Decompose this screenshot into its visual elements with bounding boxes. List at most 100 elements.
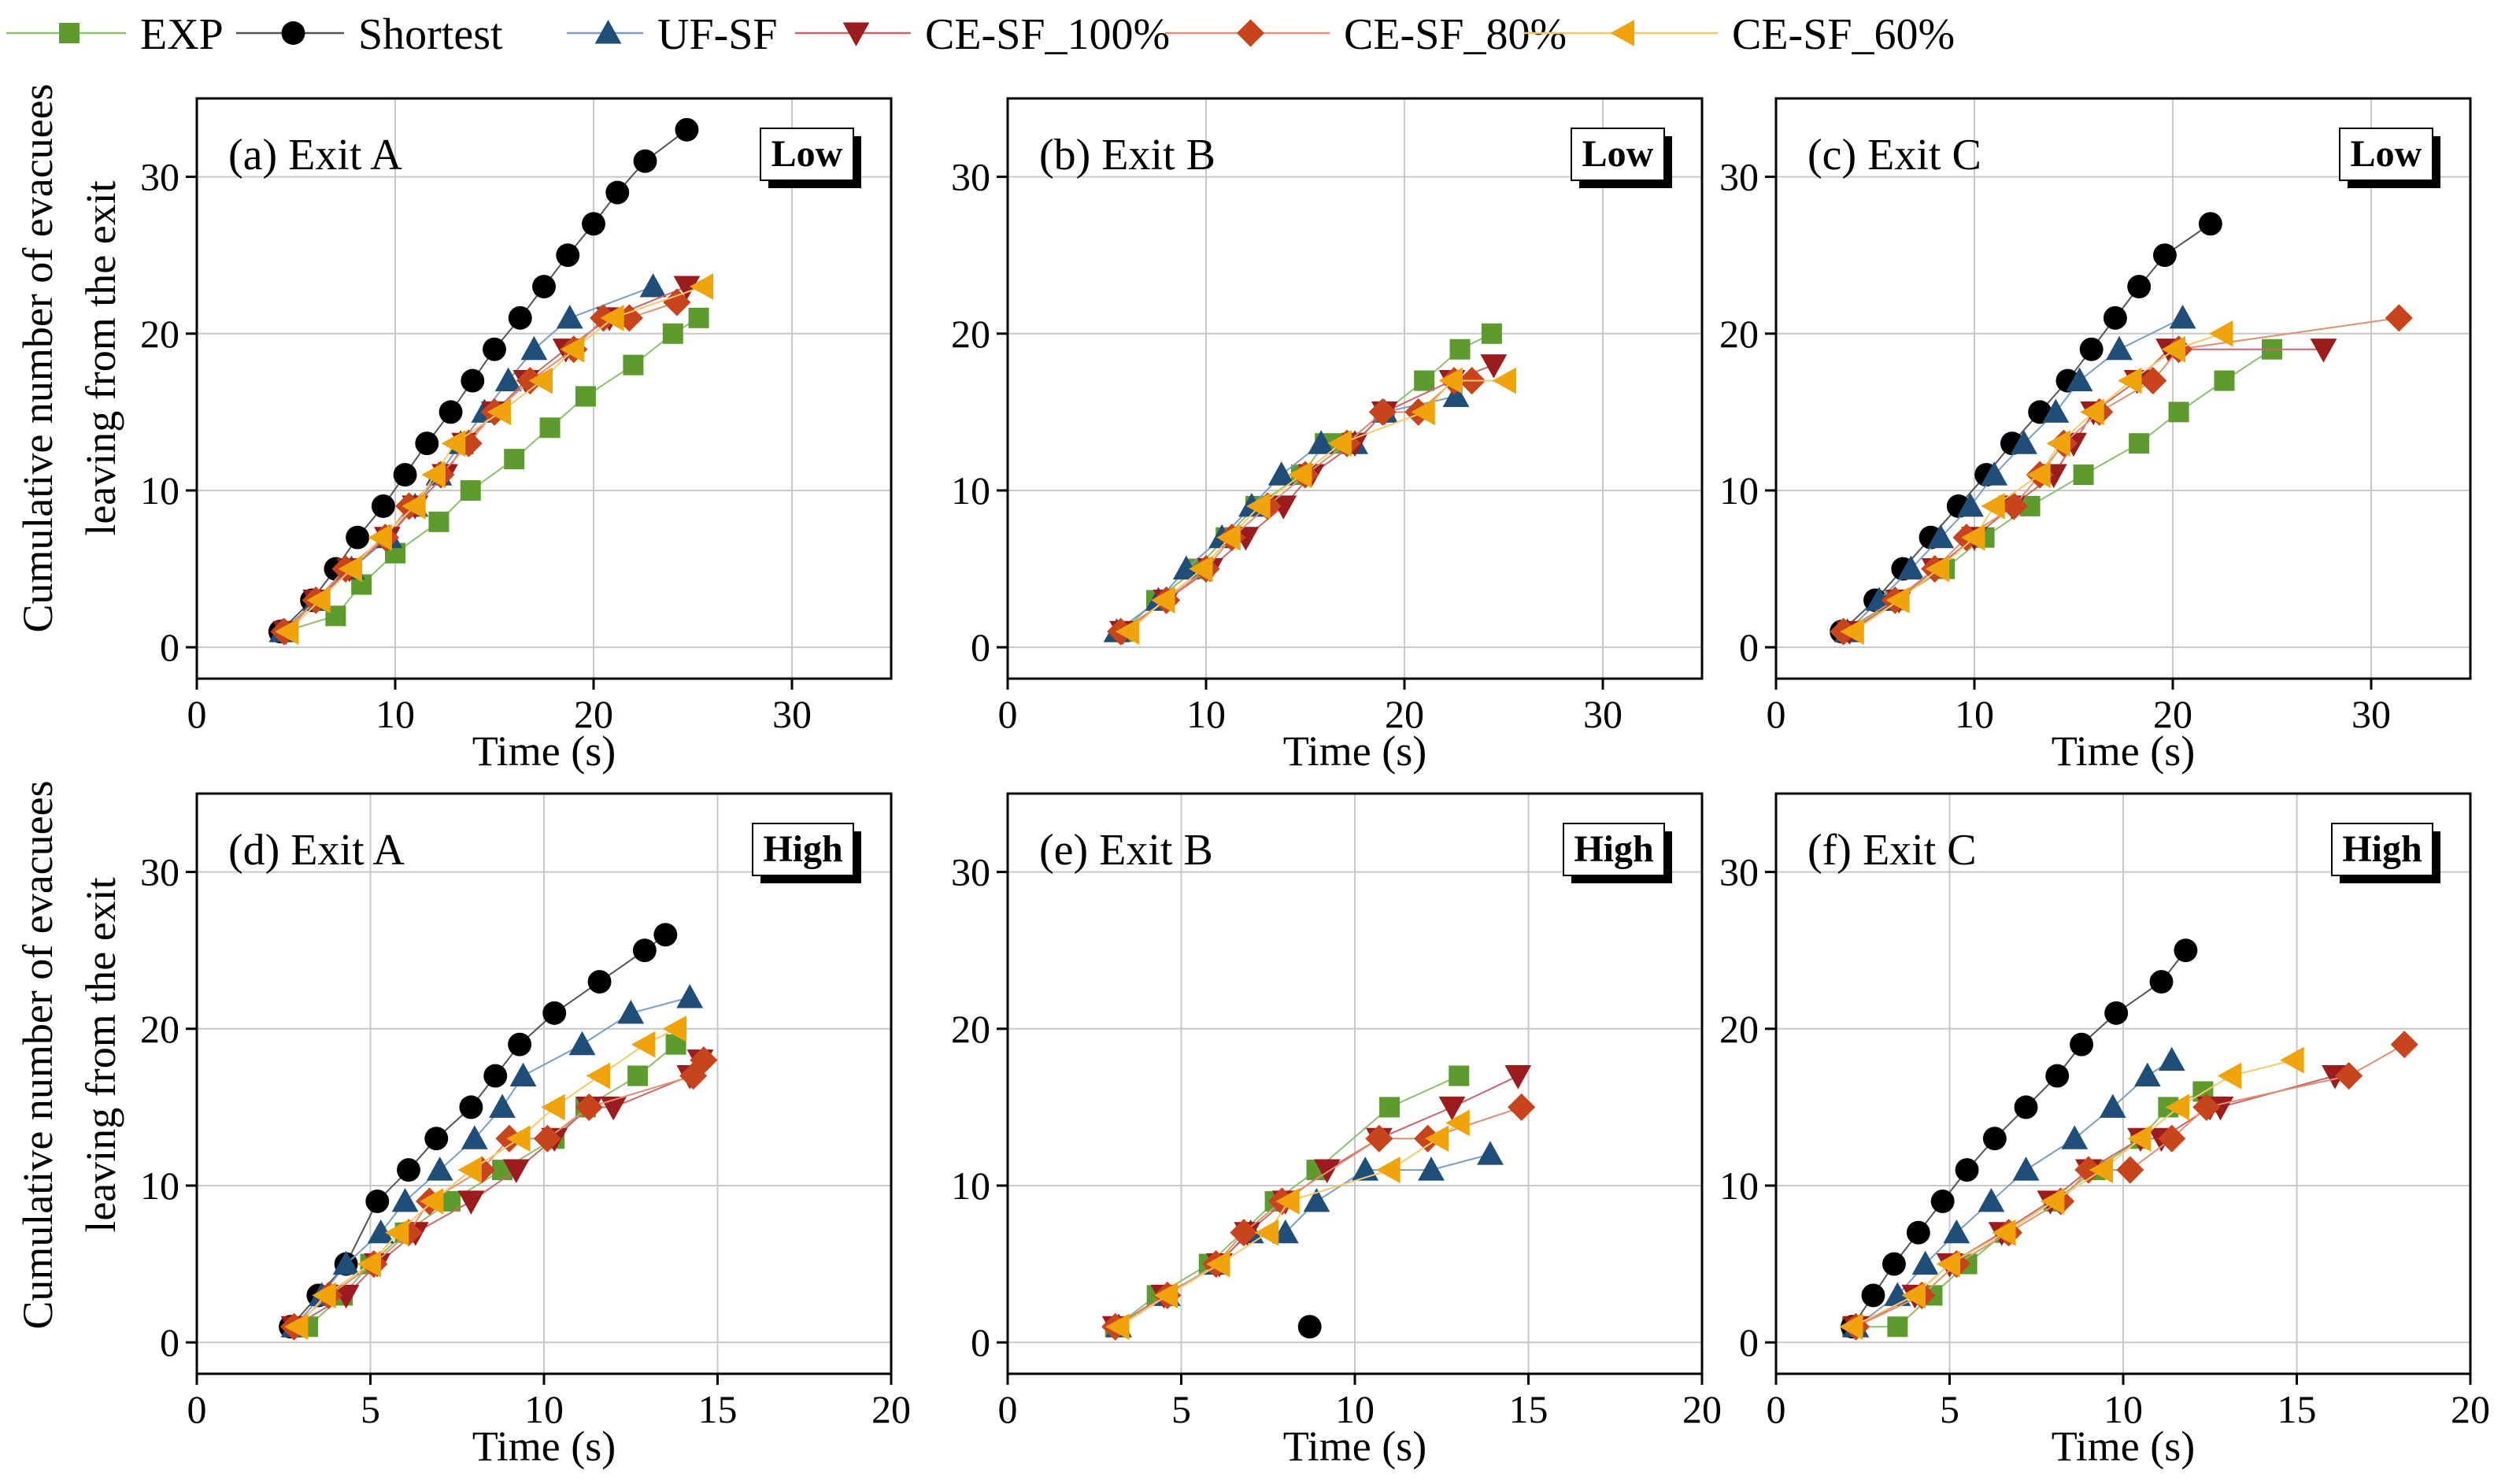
data-point-ufsf [1172, 555, 1200, 580]
y-tick-label: 0 [1739, 625, 1759, 669]
data-point-ce60 [357, 1250, 382, 1278]
data-point-ce80 [533, 1124, 561, 1153]
data-point-ce60 [1327, 430, 1352, 457]
data-point-exp [504, 449, 525, 470]
data-point-ce60 [368, 524, 392, 551]
data-point-ce60 [421, 461, 446, 488]
x-tick-label: 0 [1767, 1387, 1786, 1431]
series-ufsf [1833, 304, 2196, 642]
data-point-ce60 [586, 1062, 611, 1090]
data-point-shortest [2079, 337, 2104, 361]
data-point-ce60 [2217, 1062, 2242, 1090]
y-tick-label: 0 [160, 625, 179, 669]
series-line-ufsf [1855, 1059, 2173, 1327]
data-point-ufsf [1442, 383, 1470, 407]
series-exp [273, 307, 709, 642]
legend-item-shortest: Shortest [236, 10, 503, 59]
data-point-ce60 [2040, 1187, 2065, 1215]
x-tick-label: 15 [2277, 1387, 2317, 1431]
y-axis-label-top-line2: leaving from the exit [77, 180, 124, 535]
data-point-ce60 [1981, 492, 2005, 520]
y-tick-label: 10 [1719, 1164, 1759, 1208]
badge-box [1571, 128, 1665, 181]
data-point-shortest [483, 1064, 508, 1088]
y-tick-label: 0 [1739, 1320, 1759, 1364]
data-point-ufsf [2133, 1062, 2161, 1087]
data-point-exp [539, 417, 561, 439]
data-point-ce100 [502, 1159, 530, 1183]
panel-a: 0 10 20 30 0 10 20 30 Time (s) (a) Exit A Low [140, 97, 893, 775]
data-point-ce80 [2385, 304, 2413, 332]
data-point-shortest [633, 149, 657, 173]
y-tick-label: 30 [1719, 850, 1759, 894]
legend-label-exp: EXP [140, 10, 224, 59]
data-point-shortest [1982, 1127, 2007, 1151]
legend-label-ce100: CE-SF_100% [925, 10, 1170, 59]
data-point-ce60 [312, 1282, 336, 1309]
data-point-ufsf [2042, 398, 2070, 423]
density-badge: Low [2339, 128, 2440, 188]
badge-label: High [1574, 828, 1653, 870]
x-tick-label: 10 [1335, 1387, 1375, 1431]
legend-label-ufsf: UF-SF [657, 10, 778, 59]
data-point-ufsf [556, 304, 583, 329]
legend-item-exp: EXP [6, 10, 224, 59]
data-point-shortest [393, 463, 417, 487]
x-tick-label: 20 [1682, 1387, 1722, 1431]
data-point-ufsf [568, 1031, 596, 1056]
panel-title: (f) Exit C [1808, 826, 1977, 875]
data-point-ufsf [1957, 492, 1984, 517]
data-point-shortest [2104, 1001, 2129, 1025]
data-point-ce60 [338, 555, 363, 583]
legend-marker-ce100 [842, 22, 870, 46]
y-tick-label: 20 [951, 312, 990, 356]
panel-title: (d) Exit A [228, 826, 405, 875]
data-point-ce100 [1438, 1096, 1466, 1121]
data-point-ufsf [461, 1125, 488, 1149]
data-point-ce60 [1445, 1109, 1470, 1137]
data-point-ufsf [2066, 367, 2093, 392]
data-point-ce60 [1424, 1125, 1449, 1153]
data-point-shortest [1930, 1189, 1955, 1213]
x-axis-label: Time (s) [472, 727, 616, 775]
plot-frame [1774, 97, 2472, 680]
x-tick-label: 15 [1509, 1387, 1549, 1431]
y-tick-label: 0 [160, 1320, 179, 1364]
x-tick-label: 0 [998, 1387, 1018, 1431]
panel-f: 0 5 10 15 20 0 10 20 30 Time (s) (f) Exit C High [1719, 792, 2490, 1470]
series-shortest [279, 923, 678, 1339]
panel-title: (e) Exit B [1039, 826, 1213, 875]
badge-label: Low [771, 133, 843, 175]
data-point-ce80 [575, 1093, 603, 1121]
data-point-ce60 [560, 335, 585, 363]
data-point-ufsf [1927, 524, 1955, 549]
data-point-ufsf [617, 999, 645, 1024]
y-tick-label: 20 [951, 1007, 990, 1051]
y-tick-label: 20 [140, 1007, 179, 1051]
data-point-ufsf [2099, 1094, 2126, 1118]
data-point-exp [1379, 1097, 1401, 1118]
badge-box [1563, 823, 1665, 876]
panels: 0 10 20 30 0 10 20 30 Time (s) (a) Exit A Low 0 10 20… [140, 97, 2490, 1470]
x-axis-label: Time (s) [2052, 1423, 2196, 1470]
data-point-ce80 [1230, 1219, 1258, 1247]
data-point-ufsf [426, 1156, 453, 1181]
data-point-ce60 [1153, 1282, 1178, 1309]
data-point-ufsf [2106, 335, 2133, 361]
data-point-ce100 [1480, 354, 1508, 379]
data-point-ufsf [639, 273, 667, 298]
data-point-ce60 [2046, 430, 2070, 457]
series-ufsf [1842, 1046, 2185, 1338]
data-point-ce60 [2089, 1156, 2114, 1183]
data-point-ce60 [1275, 1187, 1300, 1215]
data-point-shortest [1882, 1252, 1906, 1276]
data-point-ce60 [506, 1125, 531, 1153]
data-point-shortest [1906, 1220, 1930, 1245]
y-axis-label-bottom-line2: leaving from the exit [77, 877, 124, 1232]
panel-title: (c) Exit C [1808, 131, 1981, 179]
x-tick-label: 10 [1955, 692, 1994, 736]
data-point-shortest [2149, 970, 2174, 994]
legend-item-ufsf: UF-SF [567, 10, 778, 59]
data-point-ce60 [2209, 320, 2233, 347]
